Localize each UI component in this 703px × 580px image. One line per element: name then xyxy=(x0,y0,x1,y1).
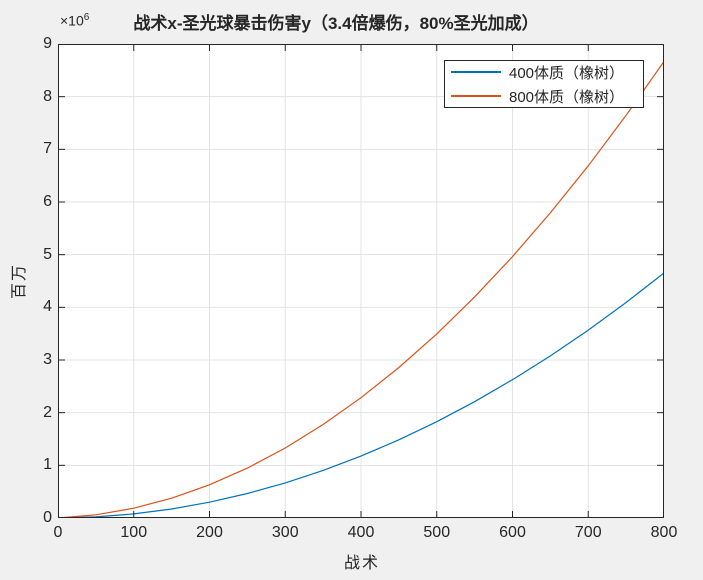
x-tick-label: 300 xyxy=(271,524,299,541)
y-tick-label: 1 xyxy=(43,456,52,474)
x-tick-label: 0 xyxy=(53,524,63,541)
legend-line-sample xyxy=(451,71,501,73)
y-axis-exponent-base: ×10 xyxy=(60,12,84,29)
x-tick-label: 400 xyxy=(347,524,375,541)
x-axis-label: 战术 xyxy=(343,555,381,572)
y-tick-label: 8 xyxy=(43,87,52,105)
series-line-1 xyxy=(58,61,664,518)
y-axis-label: 百万 xyxy=(11,262,28,300)
y-axis-exponent: ×106 xyxy=(60,12,89,29)
x-tick-label: 700 xyxy=(574,524,602,541)
y-tick-label: 7 xyxy=(43,140,52,158)
legend[interactable]: 400体质（橡树） 800体质（橡树） xyxy=(444,60,644,108)
y-tick-label: 5 xyxy=(43,245,52,263)
y-axis-exponent-power: 6 xyxy=(83,12,90,23)
y-tick-label: 3 xyxy=(43,351,52,368)
legend-item[interactable]: 800体质（橡树） xyxy=(445,86,643,106)
y-tick-label: 4 xyxy=(43,298,52,316)
x-tick-label: 500 xyxy=(423,524,451,541)
legend-item[interactable]: 400体质（橡树） xyxy=(445,62,643,82)
y-tick-label: 9 xyxy=(43,35,52,52)
plot-canvas xyxy=(58,44,664,518)
axes-border xyxy=(58,44,664,518)
y-tick-label: 2 xyxy=(43,403,52,421)
legend-label: 400体质（橡树） xyxy=(509,64,625,82)
y-tick-label: 6 xyxy=(43,193,52,210)
chart-title: 战术x-圣光球暴击伤害y（3.4倍爆伤，80%圣光加成） xyxy=(133,14,539,33)
x-tick-label: 100 xyxy=(120,524,148,541)
series-line-0 xyxy=(58,272,664,518)
x-tick-label: 200 xyxy=(196,524,223,541)
plot-area xyxy=(58,44,664,518)
legend-line-sample xyxy=(451,95,501,97)
legend-label: 800体质（橡树） xyxy=(509,88,625,106)
x-tick-label: 800 xyxy=(650,524,678,541)
x-tick-label: 600 xyxy=(499,524,526,541)
y-tick-label: 0 xyxy=(43,509,52,526)
